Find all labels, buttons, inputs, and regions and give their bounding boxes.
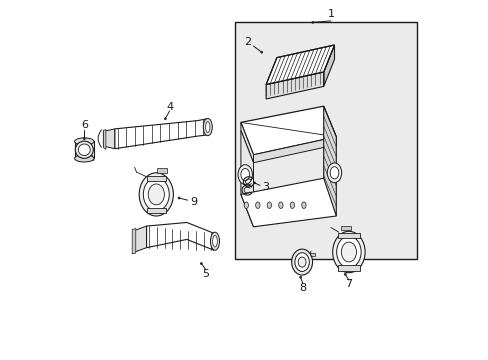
Ellipse shape xyxy=(336,236,361,268)
Ellipse shape xyxy=(253,182,255,184)
Polygon shape xyxy=(323,106,336,216)
Ellipse shape xyxy=(260,51,263,53)
Ellipse shape xyxy=(83,138,85,140)
Ellipse shape xyxy=(200,262,202,265)
Polygon shape xyxy=(146,208,166,213)
Ellipse shape xyxy=(289,202,294,208)
Polygon shape xyxy=(241,106,336,155)
Ellipse shape xyxy=(301,202,305,208)
Polygon shape xyxy=(84,156,94,161)
Polygon shape xyxy=(157,168,167,173)
Ellipse shape xyxy=(266,202,271,208)
Text: 2: 2 xyxy=(244,37,250,48)
Ellipse shape xyxy=(210,232,219,250)
Ellipse shape xyxy=(341,242,356,262)
Ellipse shape xyxy=(143,178,169,211)
Ellipse shape xyxy=(164,118,166,120)
Ellipse shape xyxy=(298,257,305,267)
Polygon shape xyxy=(241,130,253,227)
Text: 1: 1 xyxy=(327,9,334,19)
Ellipse shape xyxy=(212,235,217,247)
Ellipse shape xyxy=(238,165,252,184)
Polygon shape xyxy=(146,176,166,181)
Text: 8: 8 xyxy=(299,283,306,293)
Text: 5: 5 xyxy=(202,269,209,279)
Ellipse shape xyxy=(205,122,209,132)
Ellipse shape xyxy=(299,276,301,278)
Ellipse shape xyxy=(203,118,212,136)
Ellipse shape xyxy=(178,197,180,199)
Polygon shape xyxy=(265,72,323,99)
Polygon shape xyxy=(340,226,350,230)
Ellipse shape xyxy=(148,184,164,205)
Polygon shape xyxy=(134,226,146,252)
Polygon shape xyxy=(115,119,206,149)
Ellipse shape xyxy=(75,155,94,162)
Polygon shape xyxy=(265,45,334,85)
Ellipse shape xyxy=(329,167,338,179)
Ellipse shape xyxy=(78,144,90,156)
Polygon shape xyxy=(241,178,336,227)
Text: 3: 3 xyxy=(262,182,268,192)
Ellipse shape xyxy=(75,138,94,145)
Ellipse shape xyxy=(291,249,312,275)
Polygon shape xyxy=(323,45,334,86)
Polygon shape xyxy=(146,222,213,250)
Ellipse shape xyxy=(139,173,173,216)
Ellipse shape xyxy=(332,231,365,273)
Ellipse shape xyxy=(326,163,341,183)
Polygon shape xyxy=(241,122,253,163)
Ellipse shape xyxy=(255,202,260,208)
Ellipse shape xyxy=(75,141,93,158)
Polygon shape xyxy=(337,233,359,238)
Ellipse shape xyxy=(294,253,309,271)
Text: 4: 4 xyxy=(166,102,173,112)
Polygon shape xyxy=(75,141,94,158)
Polygon shape xyxy=(337,265,359,271)
Ellipse shape xyxy=(344,273,346,275)
Polygon shape xyxy=(132,229,136,254)
Bar xyxy=(235,22,416,259)
Polygon shape xyxy=(308,253,314,256)
Text: 6: 6 xyxy=(81,120,88,130)
Polygon shape xyxy=(103,129,115,149)
Ellipse shape xyxy=(244,202,248,208)
Ellipse shape xyxy=(311,21,313,23)
Text: 9: 9 xyxy=(189,197,197,207)
Ellipse shape xyxy=(278,202,283,208)
Text: 7: 7 xyxy=(345,279,352,289)
Ellipse shape xyxy=(241,168,249,181)
Polygon shape xyxy=(103,130,106,149)
Polygon shape xyxy=(253,137,336,163)
